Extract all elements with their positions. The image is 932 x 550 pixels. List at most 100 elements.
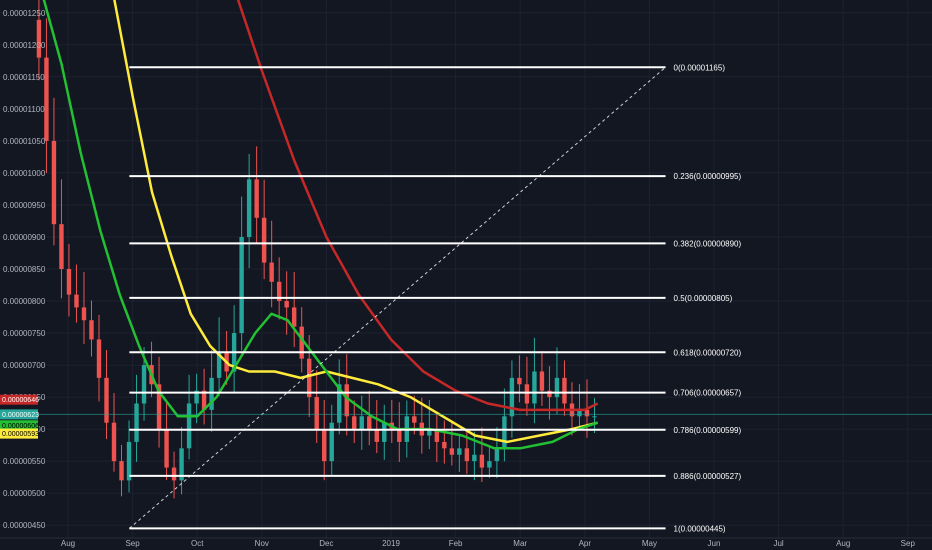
x-axis-band: [0, 538, 932, 550]
fib-trend-line: [129, 66, 666, 529]
candle-body: [314, 397, 319, 430]
candle-body: [539, 371, 545, 391]
x-tick-label: Aug: [836, 539, 850, 548]
candle-body: [442, 441, 447, 449]
candle-body: [194, 390, 199, 404]
x-tick-label: 2019: [382, 539, 400, 548]
candle-body: [352, 416, 357, 430]
fib-level-label: 0.618(0.00000720): [674, 348, 742, 357]
x-tick-label: Apr: [579, 539, 592, 548]
fib-level-label: 0.786(0.00000599): [674, 426, 742, 435]
candle-body: [449, 448, 455, 455]
fib-level-label: 0.5(0.00000805): [674, 294, 733, 303]
y-tick-label: 0.00000450: [3, 521, 46, 530]
price-badge-text: 0.00000646: [2, 397, 39, 404]
candle-body: [81, 307, 87, 321]
x-tick-label: Mar: [513, 539, 527, 548]
candle-body: [509, 377, 515, 417]
candle-body: [554, 377, 560, 398]
candle-body: [562, 377, 567, 404]
price-badge: [0, 409, 38, 420]
x-tick-label: Dec: [319, 539, 333, 548]
candle-body: [201, 390, 207, 410]
candle-body: [532, 371, 537, 404]
y-tick-label: 0.00000900: [3, 233, 46, 242]
y-tick-label: 0.00001000: [3, 169, 46, 178]
candle-body: [584, 409, 590, 417]
candle-body: [36, 19, 42, 58]
candle-body: [74, 294, 79, 308]
candle-body: [171, 467, 177, 481]
candle-body: [276, 281, 282, 302]
candle-body: [126, 441, 132, 481]
y-tick-label: 0.00000750: [3, 329, 46, 338]
candle-body: [374, 429, 379, 442]
candle-body: [359, 416, 364, 430]
candle-body: [322, 429, 327, 462]
candle-body: [179, 448, 184, 481]
y-tick-label: 0.00000800: [3, 297, 46, 306]
fib-level-label: 1(0.00000445): [674, 524, 726, 533]
moving-average-line-2: [42, 0, 599, 450]
candle-body: [367, 416, 372, 430]
candle-body: [494, 448, 500, 462]
fib-level-label: 0.382(0.00000890): [674, 239, 742, 248]
price-badge-text: 0.00000623: [2, 412, 39, 419]
candle-body: [261, 217, 267, 263]
candle-body: [164, 429, 169, 468]
y-tick-label: 0.00001050: [3, 137, 46, 146]
x-tick-label: Jun: [708, 539, 721, 548]
candle-body: [66, 269, 72, 295]
candle-body: [337, 384, 342, 423]
fib-level-label: 0(0.00001165): [674, 63, 726, 72]
candle-body: [216, 352, 222, 378]
candle-body: [51, 140, 57, 225]
candle-body: [577, 409, 582, 417]
candle-body: [502, 416, 507, 449]
y-tick-label: 0.00000950: [3, 201, 46, 210]
y-tick-label: 0.00000700: [3, 361, 46, 370]
x-tick-label: Sep: [901, 539, 916, 548]
candle-body: [209, 377, 214, 410]
price-badge: [0, 428, 38, 439]
candle-body: [186, 403, 192, 449]
y-tick-label: 0.00001100: [3, 105, 45, 114]
candle-body: [96, 339, 102, 378]
candle-body: [547, 390, 552, 398]
moving-average-line-0: [236, 0, 599, 412]
x-axis: Aug Sep Oct Nov Dec 2019 Feb Mar Apr May Jun Jul Aug…: [0, 537, 932, 550]
y-tick-label: 0.00000500: [3, 489, 46, 498]
price-badge: [0, 394, 38, 405]
candle-body: [307, 358, 312, 398]
candle-body: [329, 422, 334, 462]
candle-body: [134, 403, 139, 442]
candle-body: [382, 422, 387, 442]
price-badge-text: 0.00000593: [2, 431, 39, 438]
candle-body: [472, 454, 477, 462]
candle-body: [517, 377, 522, 385]
candle-body: [524, 384, 530, 404]
candle-body: [464, 448, 470, 462]
candle-body: [397, 429, 402, 442]
x-tick-label: Oct: [191, 539, 204, 548]
candle-body: [412, 416, 417, 423]
x-tick-label: May: [642, 539, 657, 548]
y-tick-label: 0.00000550: [3, 457, 46, 466]
candle-body: [457, 448, 462, 455]
x-tick-label: Sep: [125, 539, 140, 548]
candle-body: [239, 236, 244, 334]
fib-level-label: 0.236(0.00000995): [674, 172, 742, 181]
candle-body: [487, 461, 492, 468]
candle-body: [299, 326, 304, 359]
y-tick-label: 0.00001250: [3, 9, 46, 18]
candle-body: [592, 416, 597, 418]
y-tick-label: 0.00001150: [3, 73, 45, 82]
candle-body: [119, 461, 124, 481]
fib-level-label: 0.706(0.00000657): [674, 389, 742, 398]
y-tick-label: 0.00001200: [3, 41, 46, 50]
x-tick-label: Aug: [61, 539, 75, 548]
y-tick-label: 0.00000850: [3, 265, 46, 274]
candle-body: [111, 422, 117, 462]
